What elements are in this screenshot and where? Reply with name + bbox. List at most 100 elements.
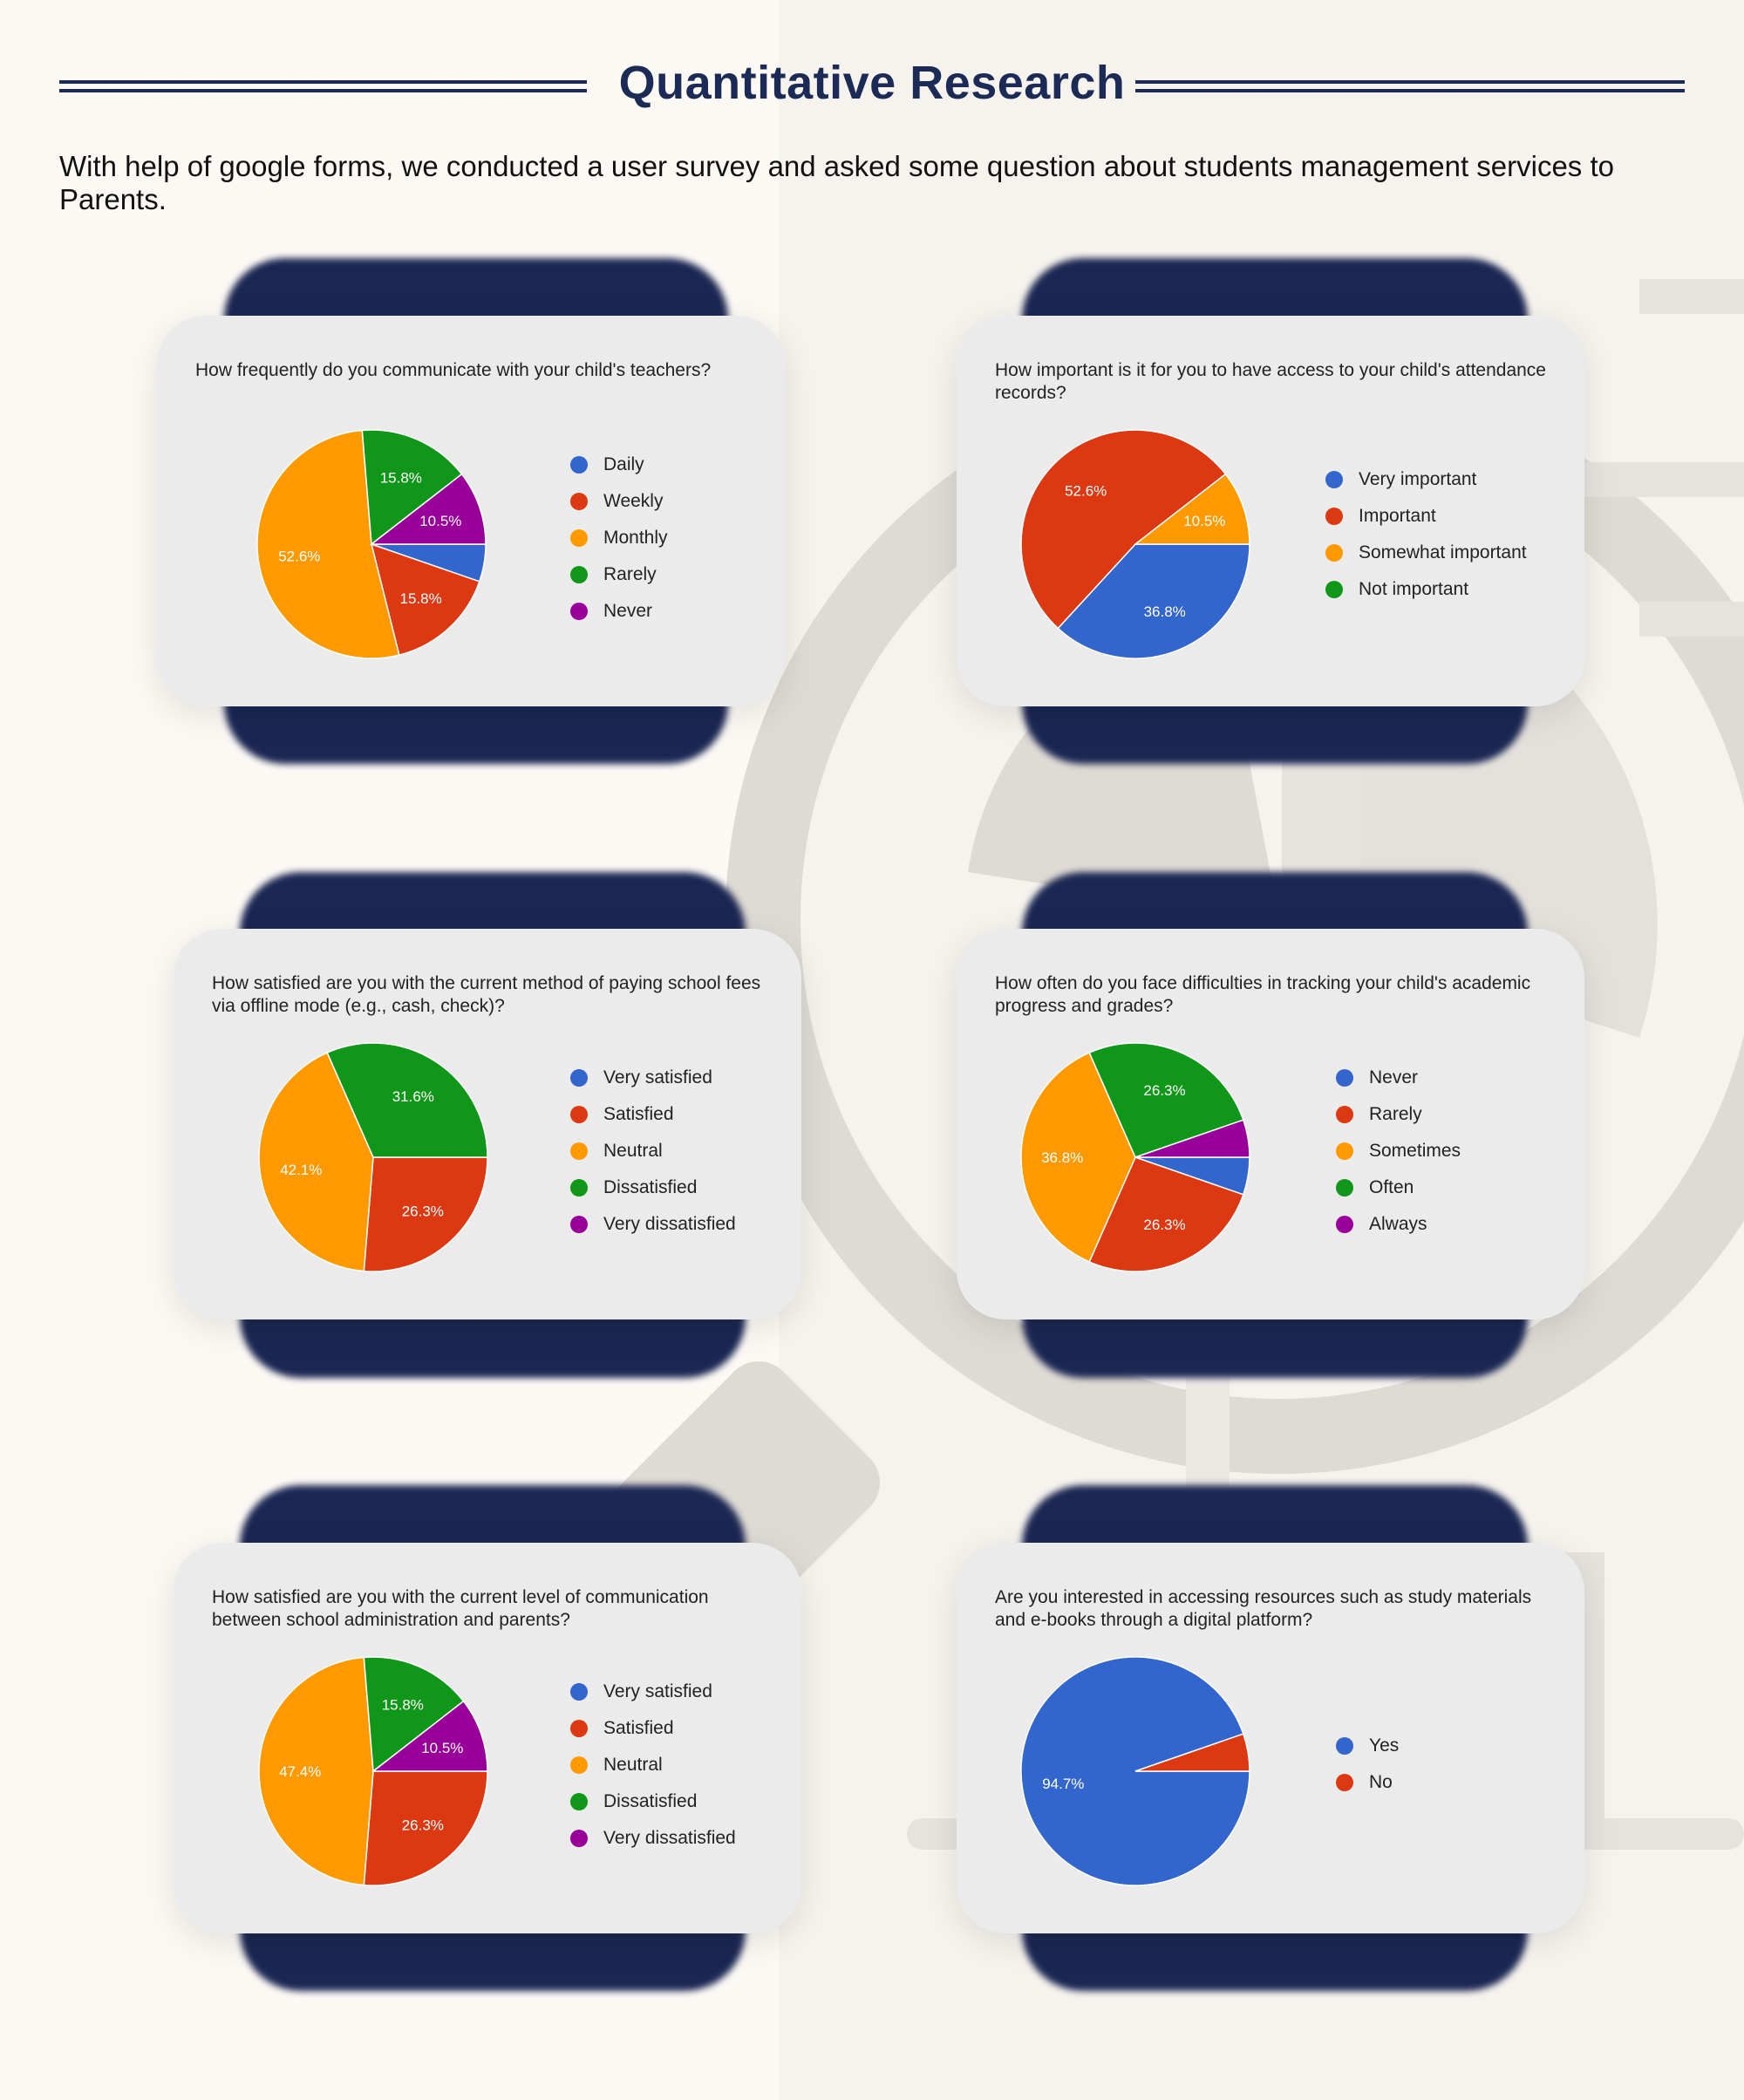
data-label-rarely: 26.3% [1143,1217,1185,1233]
legend-item-always: Always [1336,1206,1461,1243]
data-label-rarely: 15.8% [380,469,422,486]
pie-slice-dissatisfied [363,1656,465,1773]
question-text: How satisfied are you with the current l… [212,1587,709,1630]
data-label-yes: 94.7% [1042,1776,1084,1792]
data-label-weekly: 15.8% [399,590,441,607]
pie-slice-very-important [1057,543,1250,659]
legend-item-weekly: Weekly [570,483,668,520]
survey-card-offline-fees: How satisfied are you with the current m… [174,929,801,1319]
legend-label: Somewhat important [1359,542,1527,562]
legend-label: Daily [603,454,644,474]
legend-label: Very dissatisfied [603,1828,736,1848]
legend-item-dissatisfied: Dissatisfied [570,1169,736,1206]
survey-card-admin-communication: How satisfied are you with the current l… [174,1543,801,1933]
pie-slice-often [1088,1042,1244,1158]
legend-swatch [570,566,588,583]
pie-slice-satisfied [363,1156,488,1272]
legend-item-never: Never [570,593,668,630]
pie-slice-rarely [361,429,463,546]
legend-label: Sometimes [1369,1141,1461,1161]
legend-label: Dissatisfied [603,1791,698,1811]
legend-item-important: Important [1325,498,1527,535]
chart-legend: Yes No [1336,1728,1399,1801]
legend-label: Often [1369,1177,1414,1197]
legend-swatch [570,1683,588,1701]
legend-swatch [570,1142,588,1160]
data-label-sometimes: 36.8% [1041,1149,1083,1166]
survey-card-attendance-access: How important is it for you to have acce… [957,316,1584,706]
pie-slice-neutral [258,1656,374,1886]
legend-label: Satisfied [603,1718,674,1738]
pie-slice-satisfied [363,1770,488,1886]
pie-slice-very-dissatisfied [371,1700,488,1772]
data-label-neutral: 42.1% [280,1162,322,1178]
legend-item-never: Never [1336,1060,1461,1096]
legend-item-very-important: Very important [1325,461,1527,498]
legend-item-neutral: Neutral [570,1133,736,1169]
legend-item-very-dissatisfied: Very dissatisfied [570,1206,736,1243]
legend-swatch [570,1793,588,1810]
question-text: How frequently do you communicate with y… [195,360,712,380]
pie-chart: 26.3% 47.4% 15.8% 10.5% [258,1656,488,1886]
legend-label: Monthly [603,528,668,548]
chart-legend: Never Rarely Sometimes Often Always [1336,1060,1461,1243]
pie-chart: 26.3% 42.1% 31.6% [258,1042,488,1272]
chart-legend: Very important Important Somewhat importan… [1325,461,1527,608]
data-label-somewhat-important: 10.5% [1183,513,1225,529]
question-text: Are you interested in accessing resource… [995,1587,1532,1630]
legend-label: Never [1369,1067,1419,1088]
pie-slice-sometimes [1020,1052,1136,1263]
data-label-important: 52.6% [1065,482,1107,499]
legend-label: Dissatisfied [603,1177,698,1197]
legend-swatch [570,1216,588,1233]
intro-text: With help of google forms, we conducted … [59,150,1614,215]
data-label-very-important: 36.8% [1144,603,1186,620]
legend-item-daily: Daily [570,447,668,483]
legend-label: Very important [1359,469,1477,489]
header: Quantitative Research [59,54,1685,124]
data-label-very-dissatisfied: 10.5% [421,1740,463,1756]
legend-swatch [570,603,588,620]
pie-chart: 36.8% 52.6% 10.5% [1020,429,1250,659]
chart-legend: Daily Weekly Monthly Rarely Never [570,447,668,630]
pie-chart: 94.7% [1020,1656,1250,1886]
pie-slice-dissatisfied [326,1042,488,1158]
legend-swatch [570,529,588,547]
legend-swatch [1325,508,1343,525]
legend-item-very-satisfied: Very satisfied [570,1060,736,1096]
legend-swatch [570,1106,588,1123]
pie-slice-always [1134,1119,1250,1158]
pie-slice-no [1134,1733,1250,1772]
legend-item-neutral: Neutral [570,1747,736,1783]
legend-swatch [1336,1737,1353,1755]
data-label-satisfied: 26.3% [402,1817,444,1834]
legend-item-monthly: Monthly [570,520,668,556]
legend-label: Not important [1359,579,1469,599]
question-text: How often do you face difficulties in tr… [995,973,1531,1016]
pie-slice-weekly [370,542,480,656]
legend-item-very-satisfied: Very satisfied [570,1674,736,1710]
chart-legend: Very satisfied Satisfied Neutral Dissatisfi… [570,1674,736,1857]
data-label-often: 26.3% [1143,1082,1185,1099]
legend-swatch [1336,1179,1353,1197]
pie-slice-monthly [256,429,400,659]
legend-swatch [570,1756,588,1774]
header-rule-right [1135,80,1685,92]
legend-swatch [1336,1069,1353,1087]
legend-item-very-dissatisfied: Very dissatisfied [570,1820,736,1857]
legend-item-sometimes: Sometimes [1336,1133,1461,1169]
pie-slice-neutral [258,1052,374,1272]
pie-slice-never [369,473,487,545]
header-rule-left [59,80,587,92]
legend-label: Never [603,601,653,621]
legend-item-no: No [1336,1764,1399,1801]
legend-item-satisfied: Satisfied [570,1710,736,1747]
chart-legend: Very satisfied Satisfied Neutral Dissatisfi… [570,1060,736,1243]
legend-label: Always [1369,1214,1427,1234]
legend-swatch [1336,1106,1353,1123]
page-title: Quantitative Research [618,57,1126,109]
pie-slice-rarely [1088,1156,1244,1272]
legend-item-rarely: Rarely [570,556,668,593]
legend-swatch [1325,544,1343,562]
survey-card-progress-tracking: How often do you face difficulties in tr… [957,929,1584,1319]
